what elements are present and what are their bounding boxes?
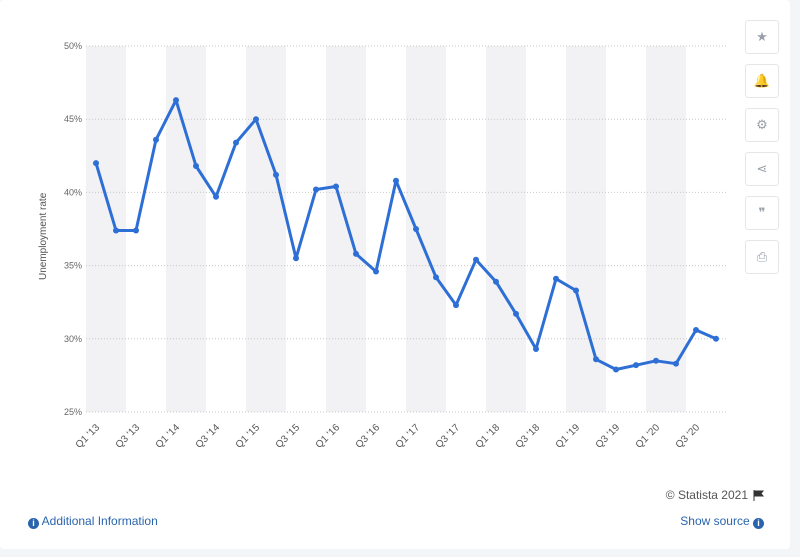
show-source-link[interactable]: Show source i	[680, 514, 764, 529]
data-point	[593, 356, 599, 363]
chart-card: 50% 45% 40% 35% 30% 25% Q1 '13 Q3 '13 Q1 '14 Q3 '…	[0, 0, 790, 549]
y-tick-label: 30%	[64, 334, 82, 344]
data-point	[293, 255, 299, 262]
x-tick-label: Q3 '20	[674, 422, 703, 451]
x-tick-label: Q3 '14	[194, 422, 223, 451]
data-point	[633, 362, 639, 369]
statista-credit[interactable]: © Statista 2021	[666, 488, 764, 502]
x-tick-label: Q3 '18	[514, 422, 543, 451]
x-tick-label: Q3 '13	[114, 422, 143, 451]
year-band	[166, 46, 206, 412]
star-icon: ★	[756, 29, 768, 44]
data-point	[553, 275, 559, 282]
data-point	[493, 278, 499, 285]
data-point	[213, 193, 219, 200]
x-tick-label: Q1 '13	[74, 422, 103, 451]
additional-info-link[interactable]: i Additional Information	[28, 514, 158, 529]
data-point	[313, 186, 319, 193]
info-icon: i	[753, 518, 764, 529]
data-point	[533, 346, 539, 353]
print-button[interactable]: ⎙	[745, 240, 779, 274]
data-point	[673, 360, 679, 367]
data-point	[253, 116, 259, 123]
print-icon: ⎙	[756, 249, 768, 264]
data-point	[153, 136, 159, 143]
data-point	[193, 163, 199, 170]
data-point	[133, 227, 139, 234]
notification-button[interactable]: 🔔	[745, 64, 779, 98]
gear-icon: ⚙	[756, 117, 768, 132]
flag-icon	[753, 489, 764, 501]
data-point	[473, 256, 479, 263]
bell-icon: 🔔	[753, 73, 771, 88]
year-band	[326, 46, 366, 412]
y-tick-label: 25%	[64, 407, 82, 417]
x-tick-label: Q1 '16	[314, 422, 343, 451]
data-point	[273, 171, 279, 178]
x-tick-label: Q1 '14	[154, 422, 183, 451]
data-point	[453, 302, 459, 309]
data-point	[693, 327, 699, 334]
data-point	[353, 250, 359, 257]
data-point	[433, 274, 439, 281]
share-icon: ⋖	[756, 161, 768, 176]
data-point	[173, 97, 179, 104]
x-tick-label: Q3 '16	[354, 422, 383, 451]
data-point	[413, 226, 419, 232]
data-point	[513, 310, 519, 317]
info-icon: i	[28, 518, 39, 529]
show-source-text: Show source	[680, 514, 750, 528]
x-tick-label: Q3 '15	[274, 422, 303, 451]
credit-text: © Statista 2021	[665, 488, 748, 502]
favorite-button[interactable]: ★	[745, 20, 779, 54]
y-tick-label: 45%	[64, 114, 82, 124]
cite-button[interactable]: ❞	[745, 196, 779, 230]
additional-info-text: Additional Information	[41, 514, 158, 528]
year-band	[646, 46, 686, 412]
y-tick-label: 50%	[64, 41, 82, 51]
data-point	[93, 160, 99, 167]
x-tick-label: Q1 '20	[634, 422, 663, 451]
data-point	[373, 268, 379, 275]
x-tick-label: Q1 '17	[394, 422, 423, 451]
data-point	[333, 183, 339, 190]
x-tick-label: Q1 '18	[474, 422, 503, 451]
x-tick-label: Q3 '19	[594, 422, 623, 451]
x-tick-label: Q3 '17	[434, 422, 463, 451]
year-band	[246, 46, 286, 412]
data-point	[613, 366, 619, 373]
data-point	[113, 227, 119, 234]
data-point	[573, 287, 579, 294]
y-tick-label: 40%	[64, 187, 82, 197]
settings-button[interactable]: ⚙	[745, 108, 779, 142]
y-tick-label: 35%	[64, 261, 82, 271]
quote-icon: ❞	[758, 205, 766, 220]
year-band	[566, 46, 606, 412]
data-point	[713, 335, 719, 342]
series-line	[94, 98, 717, 371]
share-button[interactable]: ⋖	[745, 152, 779, 186]
y-axis-label: Unemployment rate	[38, 192, 49, 280]
data-point	[653, 357, 659, 364]
year-band	[406, 46, 446, 412]
data-point	[233, 139, 239, 146]
x-tick-label: Q1 '15	[234, 422, 263, 451]
x-tick-label: Q1 '19	[554, 422, 583, 451]
sidebar-toolbar: ★ 🔔 ⚙ ⋖ ❞ ⎙	[745, 20, 781, 280]
year-band	[486, 46, 526, 412]
data-point	[393, 177, 399, 184]
